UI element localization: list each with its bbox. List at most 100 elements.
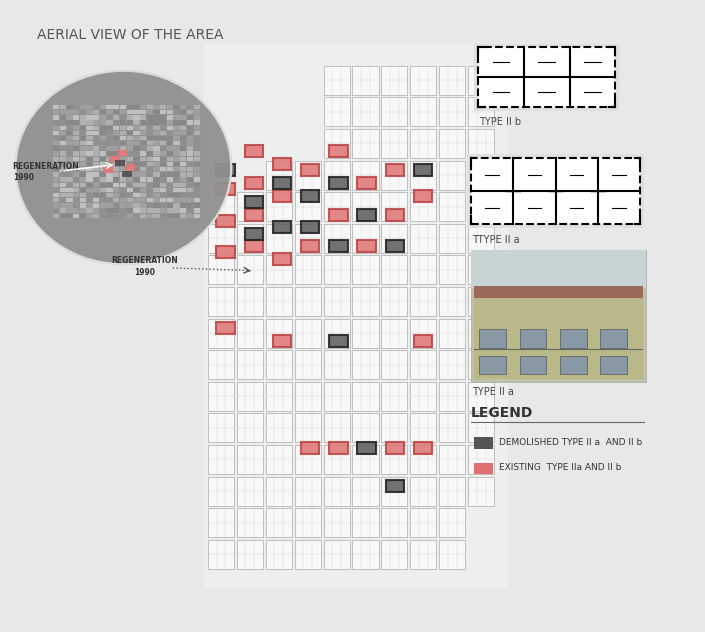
Bar <box>127 172 133 176</box>
Bar <box>133 126 140 130</box>
Bar <box>86 152 93 156</box>
Bar <box>237 350 263 379</box>
Bar <box>113 146 120 150</box>
Bar <box>187 136 193 140</box>
Bar <box>113 162 120 166</box>
Bar <box>439 445 465 474</box>
Bar <box>160 167 166 171</box>
Bar <box>324 413 350 442</box>
Bar <box>410 97 436 126</box>
Bar <box>193 146 200 150</box>
Bar <box>208 350 234 379</box>
Bar <box>266 477 292 506</box>
Bar <box>173 198 180 202</box>
Bar <box>113 204 120 208</box>
Bar <box>147 152 153 156</box>
Bar <box>113 188 120 192</box>
Bar <box>59 152 66 156</box>
Bar <box>295 382 321 411</box>
Bar <box>133 152 140 156</box>
Bar <box>73 141 79 145</box>
Bar <box>193 214 200 218</box>
Bar <box>66 136 73 140</box>
Bar <box>352 445 379 474</box>
Bar <box>109 156 119 162</box>
Bar <box>153 214 159 218</box>
Bar <box>66 146 73 150</box>
Bar <box>140 172 147 176</box>
Bar <box>414 335 432 347</box>
Bar <box>80 131 86 135</box>
Bar <box>53 152 59 156</box>
Bar <box>93 136 99 140</box>
Bar <box>73 126 79 130</box>
Bar <box>160 172 166 176</box>
Bar <box>147 193 153 197</box>
Bar <box>166 120 173 125</box>
Bar <box>59 105 66 109</box>
Bar <box>439 413 465 442</box>
Bar <box>140 162 147 166</box>
Bar <box>86 115 93 119</box>
Bar <box>324 319 350 348</box>
Bar <box>80 198 86 202</box>
Bar <box>352 192 379 221</box>
Bar <box>66 209 73 213</box>
Bar <box>180 146 186 150</box>
Bar <box>100 141 106 145</box>
Bar <box>93 178 99 182</box>
Bar <box>106 172 113 176</box>
Bar <box>127 188 133 192</box>
Bar <box>100 131 106 135</box>
Bar <box>66 204 73 208</box>
Bar <box>73 214 79 218</box>
Bar <box>474 286 643 300</box>
Bar <box>180 141 186 145</box>
Bar <box>193 162 200 166</box>
Bar <box>237 477 263 506</box>
Bar <box>187 105 193 109</box>
Bar <box>120 110 126 114</box>
Bar <box>147 105 153 109</box>
Bar <box>66 110 73 114</box>
Bar <box>140 209 147 213</box>
Bar <box>439 255 465 284</box>
Bar <box>120 136 126 140</box>
Bar <box>410 66 436 95</box>
Bar <box>106 162 113 166</box>
Bar <box>439 508 465 537</box>
Bar <box>100 183 106 187</box>
Bar <box>120 209 126 213</box>
Bar <box>120 178 126 182</box>
Bar <box>410 319 436 348</box>
Bar <box>73 152 79 156</box>
Bar <box>324 382 350 411</box>
Bar <box>120 157 126 161</box>
Bar <box>468 255 494 284</box>
Bar <box>173 188 180 192</box>
Bar <box>180 193 186 197</box>
Bar <box>133 188 140 192</box>
Bar <box>103 166 113 173</box>
Bar <box>381 382 407 411</box>
Bar <box>120 183 126 187</box>
Bar <box>193 178 200 182</box>
Bar <box>140 110 147 114</box>
Bar <box>66 172 73 176</box>
Bar <box>266 287 292 316</box>
Bar <box>187 204 193 208</box>
Bar <box>180 115 186 119</box>
Bar <box>93 110 99 114</box>
Bar <box>352 287 379 316</box>
Bar <box>187 172 193 176</box>
Bar <box>180 178 186 182</box>
Bar <box>187 193 193 197</box>
Bar <box>93 193 99 197</box>
Bar <box>59 167 66 171</box>
Bar <box>153 120 159 125</box>
Bar <box>560 329 587 348</box>
Bar <box>153 115 159 119</box>
Bar <box>66 157 73 161</box>
Bar <box>324 192 350 221</box>
Bar <box>140 198 147 202</box>
